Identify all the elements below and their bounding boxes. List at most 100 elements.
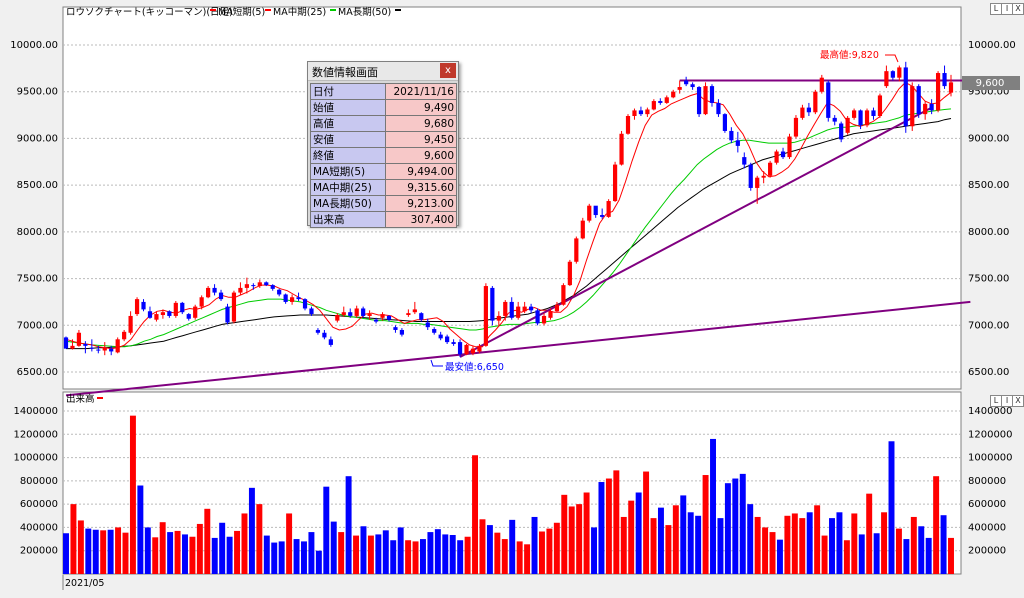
info-panel-close-button[interactable]: x: [440, 63, 456, 78]
candle: [199, 295, 204, 310]
candle: [315, 328, 321, 335]
candle: [302, 298, 308, 311]
ma5-legend-label: MA短期(5): [218, 6, 265, 18]
volume-bar: [382, 530, 389, 574]
candle-body: [858, 110, 863, 126]
volume-bar: [524, 544, 531, 574]
candle: [890, 70, 895, 81]
volume-bar: [390, 540, 397, 574]
candle: [160, 309, 165, 319]
candle-body: [451, 342, 456, 344]
candle-body: [729, 130, 734, 141]
volume-bar: [509, 519, 516, 574]
candle-body: [341, 312, 346, 316]
candle-body: [612, 164, 618, 202]
candle: [483, 283, 488, 347]
candle-body: [826, 82, 831, 118]
info-row-label: 高値: [310, 115, 386, 132]
candle: [774, 149, 779, 165]
volume-bar: [888, 441, 895, 574]
info-row-label: 終値: [310, 147, 386, 164]
candle-body: [658, 101, 663, 103]
volume-y-tick-label-right: 800000: [968, 476, 1006, 487]
candle: [793, 115, 799, 139]
candle-body: [257, 282, 262, 287]
candle-body: [742, 157, 747, 165]
candle: [651, 99, 656, 111]
volume-bar: [710, 438, 716, 574]
candle-body: [296, 297, 301, 300]
candle: [671, 89, 676, 99]
candle-body: [302, 299, 308, 309]
candle: [63, 336, 69, 349]
volume-y-tick-label-right: 400000: [968, 522, 1006, 533]
volume-y-tick-label: 1200000: [13, 429, 58, 440]
candle: [735, 131, 740, 153]
price-y-tick-label-right: 7000.00: [968, 320, 1009, 331]
volume-bar: [933, 476, 940, 574]
candle: [361, 306, 366, 318]
price-y-tick-label-right: 6500.00: [968, 367, 1009, 378]
volume-legend-label: 出来高: [66, 393, 95, 405]
volume-bar: [858, 534, 865, 574]
info-row-value: 9,494.00: [385, 163, 457, 180]
candle: [238, 282, 243, 296]
info-row: MA中期(25) 9,315.60: [310, 179, 457, 196]
volume-bar: [122, 532, 129, 574]
info-panel-titlebar[interactable]: 数値情報画面 x: [308, 62, 458, 81]
candle: [839, 121, 844, 143]
candle: [373, 317, 379, 324]
info-row-value: 9,490: [385, 99, 457, 116]
candle-body: [393, 327, 398, 330]
candle-body: [457, 342, 463, 355]
candle: [354, 305, 359, 318]
volume-bar: [449, 534, 456, 574]
candle: [509, 297, 514, 320]
candle: [464, 343, 469, 356]
candle: [348, 308, 353, 318]
info-row-value: 9,450: [385, 131, 457, 148]
volume-y-tick-label-right: 1200000: [968, 429, 1013, 440]
info-panel[interactable]: 数値情報画面 x 日付 2021/11/16 始値 9,490 高値 9,680 安値 9,4…: [307, 61, 459, 228]
volume-bar: [115, 527, 122, 574]
volume-bar: [866, 493, 873, 574]
candle: [645, 107, 650, 117]
candle-body: [96, 349, 101, 351]
volume-window-button-x[interactable]: X: [1012, 395, 1024, 407]
candle-body: [509, 301, 514, 318]
volume-bar: [323, 486, 330, 574]
price-gridlines: [63, 44, 961, 373]
volume-bar: [620, 516, 627, 574]
candle-body: [173, 302, 178, 316]
ma25-legend-swatch: [265, 9, 271, 11]
candle-body: [761, 175, 766, 178]
candle: [180, 301, 185, 315]
candle-body: [477, 345, 482, 352]
candle-body: [335, 315, 340, 321]
candle: [529, 303, 534, 314]
volume-bar: [739, 473, 746, 574]
candle-body: [212, 287, 217, 293]
candle: [619, 130, 624, 166]
volume-bar: [301, 541, 307, 574]
candle: [935, 71, 941, 113]
ma25-line: [65, 108, 952, 348]
candle: [800, 104, 805, 120]
volume-window-button-i[interactable]: I: [1001, 395, 1013, 407]
price-y-tick-label-right: 9000.00: [968, 133, 1009, 144]
candle: [690, 82, 695, 90]
volume-bar: [553, 522, 560, 574]
volume-bar: [457, 540, 464, 574]
candle: [942, 65, 947, 89]
candle: [380, 312, 385, 321]
price-y-tick-label: 6500.00: [17, 367, 58, 378]
candle: [703, 82, 708, 116]
candle: [445, 334, 450, 344]
highest-price-annotation: 最高値:9,820: [820, 49, 879, 61]
candle-body: [567, 261, 572, 286]
volume-bar: [167, 532, 174, 574]
volume-bar: [308, 532, 315, 574]
candle: [677, 80, 682, 94]
candle: [845, 116, 850, 135]
window-button-x[interactable]: X: [1012, 3, 1024, 15]
